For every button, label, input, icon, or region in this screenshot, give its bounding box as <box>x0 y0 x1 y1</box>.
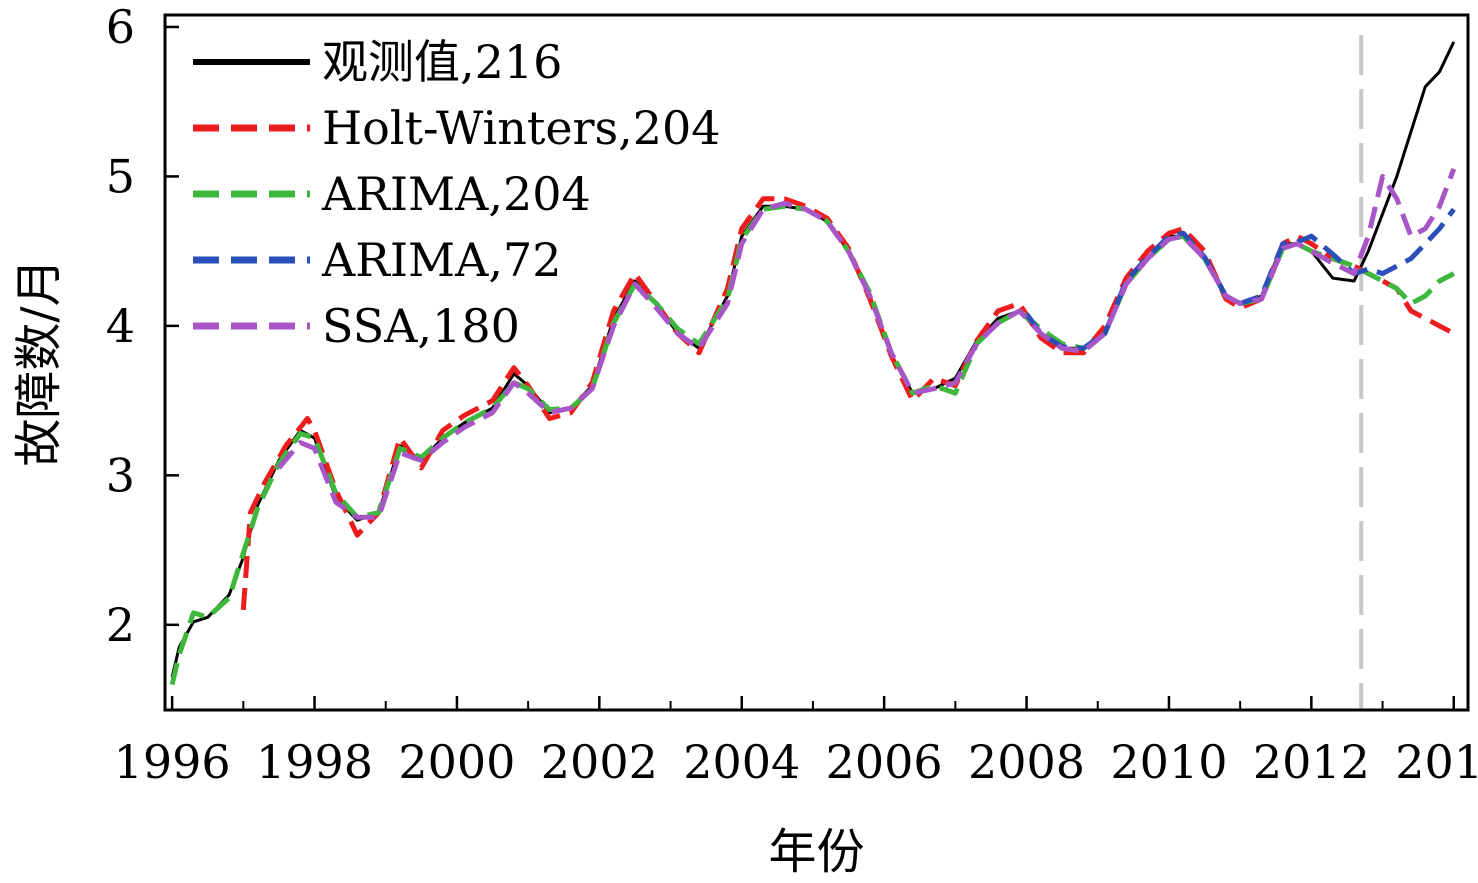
series-line-1 <box>240 196 1455 611</box>
x-axis-label: 年份 <box>768 824 864 880</box>
legend: 观测值,216 Holt-Winters,204 ARIMA,204 ARIMA,72… <box>193 35 721 353</box>
legend-label: Holt-Winters,204 <box>322 101 721 155</box>
y-axis-label: 故障数/月 <box>11 258 67 466</box>
x-tick-label: 2014 <box>1395 735 1478 789</box>
y-tick-label: 5 <box>106 149 135 203</box>
legend-label: ARIMA,204 <box>321 167 591 221</box>
series-layer <box>169 35 1457 710</box>
x-tick-label: 1996 <box>114 735 231 789</box>
y-tick-label: 3 <box>106 448 135 502</box>
x-tick-label: 2002 <box>541 735 658 789</box>
y-tick-label: 6 <box>106 0 135 54</box>
legend-label: ARIMA,72 <box>321 233 562 287</box>
series-line-3 <box>1024 207 1456 351</box>
x-tick-label: 2010 <box>1110 735 1227 789</box>
legend-label: 观测值,216 <box>322 35 562 89</box>
y-tick-label: 2 <box>106 598 135 652</box>
plot-frame <box>163 13 1470 712</box>
series-line-4 <box>276 168 1457 520</box>
y-tick-label: 4 <box>106 299 135 353</box>
x-tick-label: 2004 <box>683 735 800 789</box>
legend-label: SSA,180 <box>322 299 520 353</box>
x-tick-label: 2000 <box>398 735 515 789</box>
x-tick-label: 1998 <box>256 735 373 789</box>
x-tick-label: 2012 <box>1253 735 1370 789</box>
x-tick-label: 2006 <box>826 735 943 789</box>
ticks-layer: 1996 1998 2000 2002 2004 2006 2008 2010 2012 2014… <box>106 0 1478 789</box>
x-tick-label: 2008 <box>968 735 1085 789</box>
